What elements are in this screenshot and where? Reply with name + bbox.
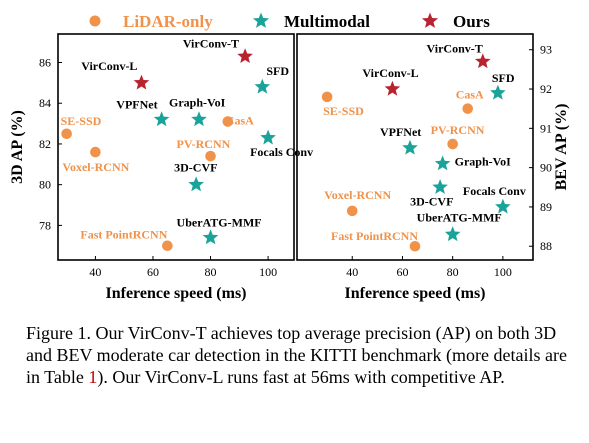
- panel2-x-axis-label: Inference speed (ms): [344, 285, 485, 302]
- legend-label-2: Ours: [453, 12, 490, 31]
- panel2-point-label-vpfnet: VPFNet: [380, 125, 421, 139]
- panel2-point-voxel-rcnn: [346, 205, 358, 217]
- panel2-y-tick-label-91: 91: [540, 121, 552, 135]
- panel2-point-label-3d-cvf: 3D-CVF: [410, 194, 453, 208]
- panel1-point-label-fast-pointrcnn: Fast PointRCNN: [80, 228, 167, 242]
- panel1-y-tick-label-80: 80: [39, 178, 51, 192]
- panel2-point-label-virconv-t: VirConv-T: [427, 42, 483, 56]
- panel2-point-fast-pointrcnn: [409, 240, 421, 252]
- panel1-point-label-vpfnet: VPFNet: [116, 98, 157, 112]
- panel1-point-sfd: [254, 78, 271, 94]
- caption-text: Figure 1. Our VirConv-T achieves top ave…: [26, 323, 567, 387]
- panel2-x-tick-label-100: 100: [494, 265, 512, 279]
- panel1-y-axis-label: 3D AP (%): [9, 110, 26, 184]
- figure-caption: Figure 1. Our VirConv-T achieves top ave…: [26, 322, 570, 388]
- panel1-y-tick-label-82: 82: [39, 137, 51, 151]
- panel2-x-tick-label-80: 80: [447, 265, 459, 279]
- caption-text-end: ). Our VirConv-L runs fast at 56ms with …: [97, 367, 505, 387]
- panel2-point-virconv-t: [475, 53, 491, 69]
- figure-canvas: LiDAR-only Multimodal Ours 40 60 80 100 78 80 82 8…: [9, 12, 570, 302]
- panel2-point-pv-rcnn: [447, 138, 458, 150]
- panel2-y-axis-label: BEV AP (%): [553, 104, 570, 191]
- panel2-x-tick-label-60: 60: [396, 265, 408, 279]
- legend-marker-0: [89, 15, 101, 27]
- panel2-y-tick-label-92: 92: [540, 82, 552, 96]
- panel2-y-tick-label-88: 88: [540, 239, 552, 253]
- legend-marker-2: [421, 12, 439, 28]
- panel2-point-label-virconv-l: VirConv-L: [362, 66, 418, 80]
- panel2-point-focals-conv: [495, 198, 511, 214]
- panel1-point-casa: [222, 116, 234, 127]
- panel2-point-label-casa: CasA: [456, 88, 484, 102]
- panel2-x-tick-label-40: 40: [346, 265, 358, 279]
- panel1-point-se-ssd: [61, 128, 72, 140]
- panel1-y-tick-label-78: 78: [39, 218, 51, 232]
- panel2-point-label-voxel-rcnn: Voxel-RCNN: [324, 188, 391, 202]
- panel2-point-label-focals-conv: Focals Conv: [463, 184, 526, 198]
- panel2-point-graph-voi: [434, 155, 451, 171]
- panel1-y-tick-label-84: 84: [39, 96, 51, 110]
- panel2-y-tick-label-89: 89: [540, 200, 552, 214]
- panel1-point-label-3d-cvf: 3D-CVF: [174, 161, 217, 175]
- panel2-plot-frame: [296, 33, 534, 261]
- panel1-point-label-focals-conv: Focals Conv: [250, 145, 313, 159]
- panel2-point-sfd: [490, 84, 506, 100]
- panel1-point-voxel-rcnn: [90, 146, 101, 158]
- panel1-x-tick-label-100: 100: [259, 265, 277, 279]
- table-reference-link[interactable]: 1: [88, 367, 98, 387]
- panel1-point-label-graph-voi: Graph-VoI: [169, 96, 226, 110]
- panel2-point-label-pv-rcnn: PV-RCNN: [431, 123, 485, 137]
- panel2-point-label-se-ssd: SE-SSD: [323, 104, 364, 118]
- panel1-plot-frame: [57, 33, 295, 261]
- panel1-point-fast-pointrcnn: [162, 240, 173, 252]
- panel2-y-tick-label-90: 90: [540, 161, 552, 175]
- panel1-point-label-uberatg-mmf: UberATG-MMF: [177, 216, 262, 230]
- panel1-point-uberatg-mmf: [202, 229, 219, 245]
- panel2-point-vpfnet: [402, 139, 418, 155]
- panel1-point-label-casa: CasA: [226, 114, 254, 128]
- panel1-point-3d-cvf: [188, 176, 204, 192]
- panel1-point-label-pv-rcnn: PV-RCNN: [177, 137, 231, 151]
- panel2-point-3d-cvf: [432, 179, 448, 194]
- panel1-x-tick-label-60: 60: [147, 265, 159, 279]
- panel1-point-graph-voi: [191, 111, 207, 127]
- legend-label-1: Multimodal: [284, 12, 370, 31]
- panel2-y-tick-label-93: 93: [540, 43, 552, 57]
- panel1-x-tick-label-80: 80: [205, 265, 217, 279]
- panel1-point-virconv-t: [237, 48, 253, 63]
- panel2-point-label-graph-voi: Graph-VoI: [455, 155, 512, 169]
- panel1-point-focals-conv: [260, 129, 276, 145]
- panel1-point-label-voxel-rcnn: Voxel-RCNN: [62, 160, 129, 174]
- panel1-point-label-sfd: SFD: [266, 64, 289, 78]
- panel2-point-uberatg-mmf: [444, 226, 461, 242]
- panel2-point-casa: [462, 103, 474, 114]
- panel1-point-vpfnet: [153, 111, 170, 127]
- legend-label-0: LiDAR-only: [123, 12, 213, 31]
- panel1-x-tick-label-40: 40: [89, 265, 101, 279]
- panel2-point-label-fast-pointrcnn: Fast PointRCNN: [331, 229, 418, 243]
- panel2-point-virconv-l: [384, 80, 401, 96]
- legend-marker-1: [252, 12, 270, 28]
- panel2-point-se-ssd: [321, 91, 333, 103]
- panel1-point-label-se-ssd: SE-SSD: [61, 114, 102, 128]
- panel2-point-label-sfd: SFD: [492, 71, 515, 85]
- panel1-x-axis-label: Inference speed (ms): [105, 285, 246, 302]
- panel1-point-label-virconv-t: VirConv-T: [183, 36, 239, 50]
- panel1-point-label-virconv-l: VirConv-L: [81, 59, 137, 73]
- panel1-point-virconv-l: [133, 74, 150, 90]
- panel2-point-label-uberatg-mmf: UberATG-MMF: [417, 210, 502, 224]
- panel1-point-pv-rcnn: [205, 150, 216, 162]
- panel1-y-tick-label-86: 86: [39, 56, 51, 70]
